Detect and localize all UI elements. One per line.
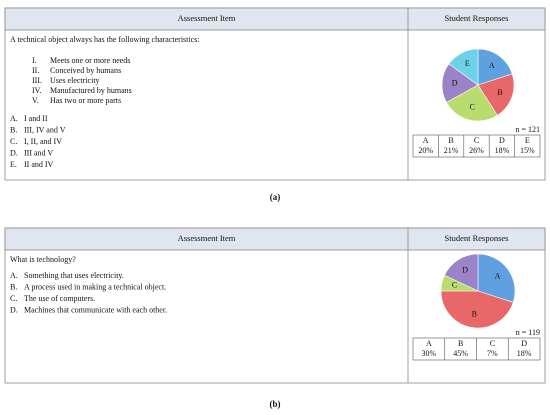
pie-label: A xyxy=(489,61,495,70)
pie-label: E xyxy=(465,59,470,68)
pie-label: D xyxy=(452,78,458,87)
header-responses: Student Responses xyxy=(445,233,509,243)
response-percent: 7% xyxy=(487,349,498,358)
pie-slice xyxy=(440,290,514,329)
caption: (b) xyxy=(270,399,281,409)
pie-slice xyxy=(477,253,516,303)
option-text: I and II xyxy=(24,114,48,123)
response-percent: 18% xyxy=(517,349,532,358)
pie-slice xyxy=(448,48,479,86)
pie-label: C xyxy=(470,102,475,111)
question: A technical object always has the follow… xyxy=(10,35,200,44)
response-letter: A xyxy=(423,136,429,145)
response-letter: D xyxy=(521,339,527,348)
pie-slice xyxy=(477,73,515,116)
response-percent: 26% xyxy=(469,146,484,155)
response-table xyxy=(412,134,541,158)
sample-size: n = 121 xyxy=(515,125,540,134)
option-text: A process used in making a technical obj… xyxy=(24,282,166,291)
question: What is technology? xyxy=(10,255,76,264)
statement-text: Meets one or more needs xyxy=(50,56,130,65)
response-percent: 15% xyxy=(520,146,535,155)
statement-text: Has two or more parts xyxy=(50,96,121,105)
response-letter: C xyxy=(474,136,479,145)
statement-numeral: II. xyxy=(32,66,39,75)
response-letter: B xyxy=(458,339,463,348)
option-text: Something that uses electricity. xyxy=(24,271,124,280)
option-text: The use of computers. xyxy=(24,294,95,303)
header-item: Assessment Item xyxy=(178,233,236,243)
caption: (a) xyxy=(270,192,281,202)
option-text: I, II, and IV xyxy=(24,137,62,146)
statement-numeral: V. xyxy=(32,96,39,105)
header-row xyxy=(4,227,546,251)
option-letter: D. xyxy=(10,148,18,157)
statement-numeral: I. xyxy=(32,56,37,65)
statement-text: Conceived by humans xyxy=(50,66,121,75)
option-letter: C. xyxy=(10,294,17,303)
header-row xyxy=(4,7,546,31)
sample-size: n = 119 xyxy=(516,328,540,337)
pie-slice xyxy=(477,48,513,86)
pie-label: A xyxy=(495,272,501,281)
pie-label: B xyxy=(472,310,477,319)
response-letter: D xyxy=(499,136,505,145)
option-letter: B. xyxy=(10,125,17,134)
pie-label: D xyxy=(462,266,468,275)
option-letter: E. xyxy=(10,160,17,169)
option-text: Machines that communicate with each othe… xyxy=(24,305,167,314)
pie-slice xyxy=(446,84,498,122)
response-percent: 21% xyxy=(444,146,459,155)
statement-numeral: IV. xyxy=(32,86,41,95)
statement-text: Manufactured by humans xyxy=(50,86,132,95)
pie-slice xyxy=(441,63,479,103)
response-percent: 45% xyxy=(453,349,468,358)
option-text: III and V xyxy=(24,148,53,157)
response-letter: B xyxy=(448,136,453,145)
pie-slice xyxy=(444,253,479,292)
option-letter: A. xyxy=(10,114,18,123)
header-item: Assessment Item xyxy=(178,13,236,23)
statement-text: Uses electricity xyxy=(50,76,100,85)
pie-label: C xyxy=(452,281,457,290)
option-letter: B. xyxy=(10,282,17,291)
response-percent: 18% xyxy=(495,146,510,155)
response-letter: A xyxy=(426,339,432,348)
header-responses: Student Responses xyxy=(445,13,509,23)
response-percent: 20% xyxy=(418,146,433,155)
statement-numeral: III. xyxy=(32,76,42,85)
response-letter: C xyxy=(490,339,495,348)
option-letter: C. xyxy=(10,137,17,146)
option-letter: D. xyxy=(10,305,18,314)
pie-label: B xyxy=(497,88,502,97)
option-text: III, IV and V xyxy=(24,125,66,134)
response-letter: E xyxy=(525,136,530,145)
option-text: II and IV xyxy=(24,160,54,169)
response-percent: 30% xyxy=(422,349,437,358)
option-letter: A. xyxy=(10,271,18,280)
